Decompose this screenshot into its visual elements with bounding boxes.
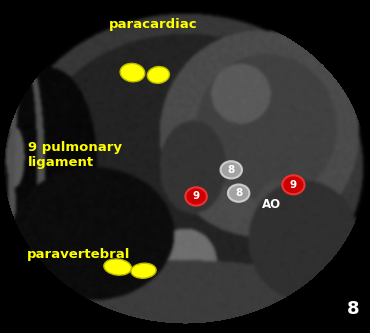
Ellipse shape — [131, 263, 156, 278]
Text: paravertebral: paravertebral — [27, 248, 130, 261]
Ellipse shape — [104, 259, 131, 275]
Ellipse shape — [120, 63, 145, 82]
Text: 8: 8 — [235, 188, 242, 198]
Text: 8: 8 — [347, 300, 360, 318]
Ellipse shape — [185, 187, 207, 205]
Text: 9: 9 — [192, 191, 200, 201]
Ellipse shape — [221, 161, 242, 178]
Text: AO: AO — [262, 198, 282, 211]
Text: 9 pulmonary
ligament: 9 pulmonary ligament — [28, 141, 122, 169]
Ellipse shape — [147, 67, 169, 83]
Text: 8: 8 — [228, 165, 235, 175]
Text: 9: 9 — [290, 180, 297, 190]
Text: paracardiac: paracardiac — [109, 18, 198, 31]
Ellipse shape — [282, 175, 305, 194]
Ellipse shape — [228, 184, 249, 202]
